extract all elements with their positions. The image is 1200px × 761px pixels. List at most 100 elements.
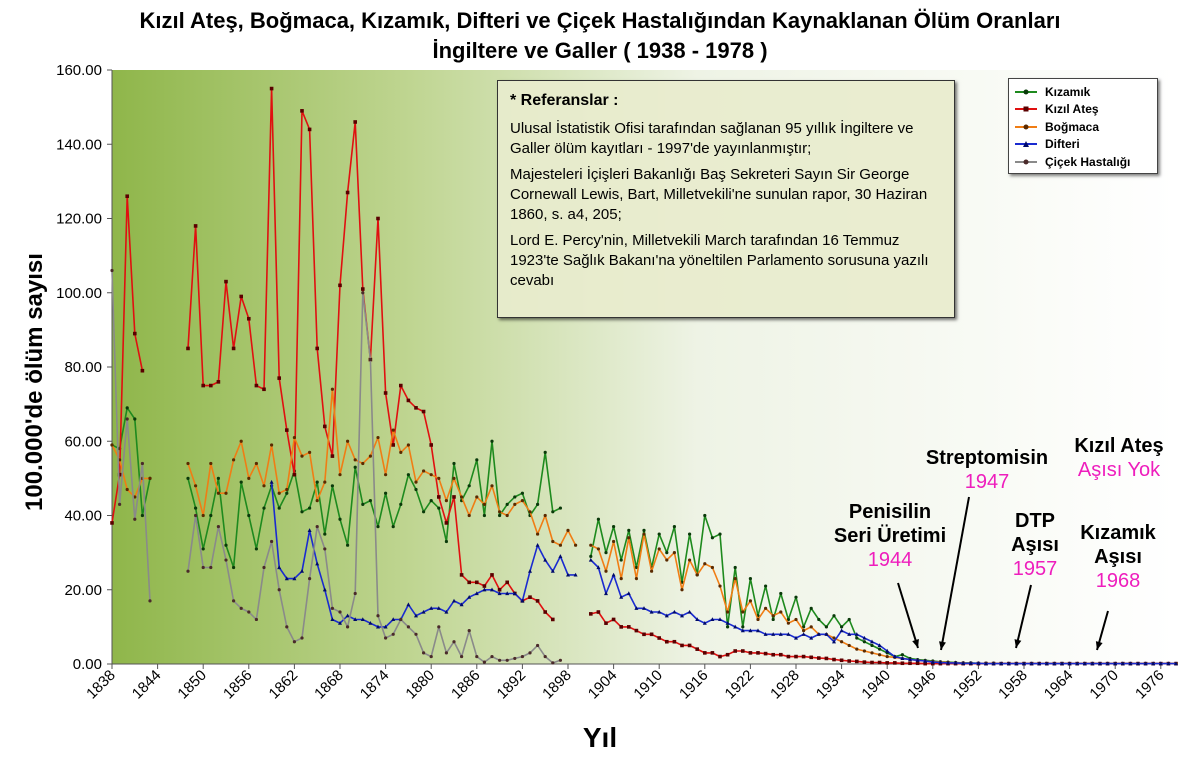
x-tick-label: 1946 — [904, 667, 940, 703]
data-point — [376, 525, 380, 529]
data-point — [437, 625, 441, 629]
data-point — [383, 391, 388, 395]
data-point — [1052, 661, 1057, 666]
data-point — [399, 502, 403, 506]
data-point — [634, 628, 639, 633]
data-point — [452, 598, 456, 603]
data-point — [467, 628, 471, 633]
data-point — [619, 625, 623, 629]
data-point — [839, 628, 844, 633]
data-point — [292, 640, 296, 644]
data-point — [938, 660, 943, 665]
data-point — [847, 659, 851, 663]
data-point — [505, 513, 509, 518]
data-point — [1128, 661, 1133, 666]
data-point — [642, 606, 646, 610]
data-point — [900, 653, 905, 657]
data-point — [847, 632, 852, 636]
data-point — [566, 572, 570, 577]
data-point — [832, 639, 836, 644]
data-point — [345, 190, 350, 195]
data-point — [551, 661, 555, 665]
data-point — [338, 620, 342, 625]
y-tick-label: 20.00 — [64, 582, 102, 599]
data-point — [391, 428, 395, 432]
data-point — [536, 532, 540, 536]
data-point — [422, 510, 426, 514]
data-point — [353, 120, 357, 124]
data-point — [338, 610, 342, 614]
data-point — [125, 406, 129, 410]
data-point — [878, 653, 882, 657]
y-tick-label: 40.00 — [64, 508, 102, 525]
data-point — [383, 624, 388, 629]
data-point — [664, 613, 669, 618]
data-point — [376, 216, 380, 221]
data-point — [315, 561, 320, 566]
data-point — [444, 521, 449, 525]
data-point — [1067, 661, 1072, 666]
data-point — [338, 517, 342, 521]
y-axis-label: 100.000'de ölüm sayısı — [21, 253, 48, 511]
x-tick-label: 1850 — [174, 667, 210, 703]
data-point — [900, 661, 905, 666]
data-point — [824, 656, 829, 661]
data-point — [330, 606, 334, 610]
annotation-dtp: DTP Aşısı 1957 — [995, 509, 1075, 581]
data-point — [619, 558, 623, 562]
annotation-text: Kızamık — [1080, 522, 1156, 544]
data-point — [140, 368, 145, 373]
data-point — [247, 513, 251, 518]
data-point — [627, 536, 631, 540]
legend-item-bogmaca: Boğmaca — [1015, 118, 1151, 136]
data-point — [254, 461, 258, 466]
data-point — [611, 572, 616, 577]
data-point — [353, 465, 357, 469]
data-point — [991, 661, 996, 666]
data-point — [118, 502, 122, 506]
data-point — [847, 617, 851, 622]
data-point — [801, 654, 806, 659]
data-point — [209, 461, 213, 466]
data-point — [733, 624, 738, 629]
data-point — [1060, 661, 1064, 666]
data-point — [474, 591, 479, 596]
data-point — [186, 476, 190, 480]
y-tick-label: 0.00 — [73, 656, 102, 673]
data-point — [596, 610, 601, 614]
data-point — [368, 499, 372, 503]
series-4 — [110, 268, 563, 665]
data-point — [475, 458, 479, 462]
reference-item: Majesteleri İçişleri Bakanlığı Baş Sekre… — [510, 166, 928, 223]
data-point — [194, 506, 198, 510]
data-point — [543, 557, 548, 562]
data-point — [870, 643, 874, 648]
x-tick-label: 1940 — [858, 667, 894, 703]
data-point — [224, 558, 228, 562]
data-point — [437, 495, 441, 499]
data-point — [870, 660, 874, 665]
data-point — [467, 484, 471, 488]
data-point — [399, 383, 403, 388]
data-point — [718, 617, 722, 622]
data-point — [315, 346, 319, 351]
data-point — [421, 609, 426, 614]
data-point — [308, 577, 312, 581]
data-point — [817, 656, 821, 660]
data-point — [536, 643, 540, 648]
data-point — [862, 660, 867, 664]
data-point — [536, 502, 540, 506]
data-point — [885, 654, 889, 659]
annotation-arrowhead — [1014, 639, 1022, 648]
data-point — [1075, 661, 1080, 666]
y-tick-label: 100.00 — [56, 285, 102, 302]
annotation-arrow — [1015, 584, 1032, 649]
data-point — [672, 609, 677, 614]
data-point — [330, 454, 335, 458]
data-point — [422, 469, 426, 473]
data-point — [406, 443, 410, 447]
data-point — [406, 602, 411, 607]
data-point — [1029, 661, 1034, 666]
data-point — [596, 547, 601, 551]
data-point — [854, 632, 859, 636]
